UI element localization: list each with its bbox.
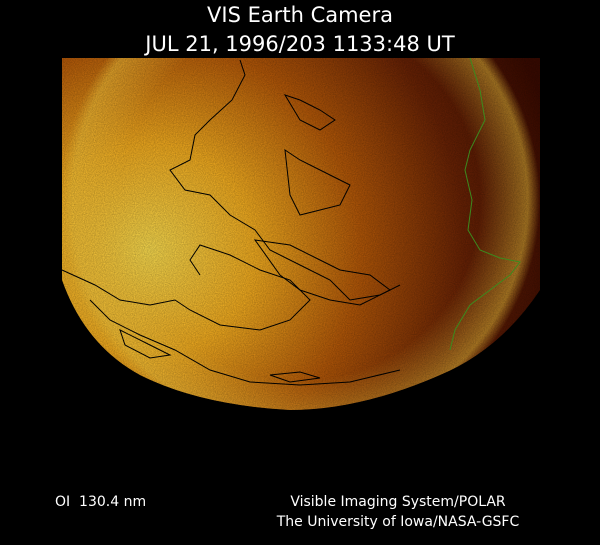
coastline-green	[449, 57, 521, 351]
filter-label: OI 130.4 nm	[55, 494, 146, 510]
instrument-label: Visible Imaging System/POLAR	[290, 494, 506, 510]
coastlines	[61, 59, 401, 386]
institution-label: The University of Iowa/NASA-GSFC	[276, 514, 520, 530]
title: VIS Earth Camera	[207, 3, 393, 27]
timestamp: JUL 21, 1996/203 1133:48 UT	[143, 32, 455, 56]
